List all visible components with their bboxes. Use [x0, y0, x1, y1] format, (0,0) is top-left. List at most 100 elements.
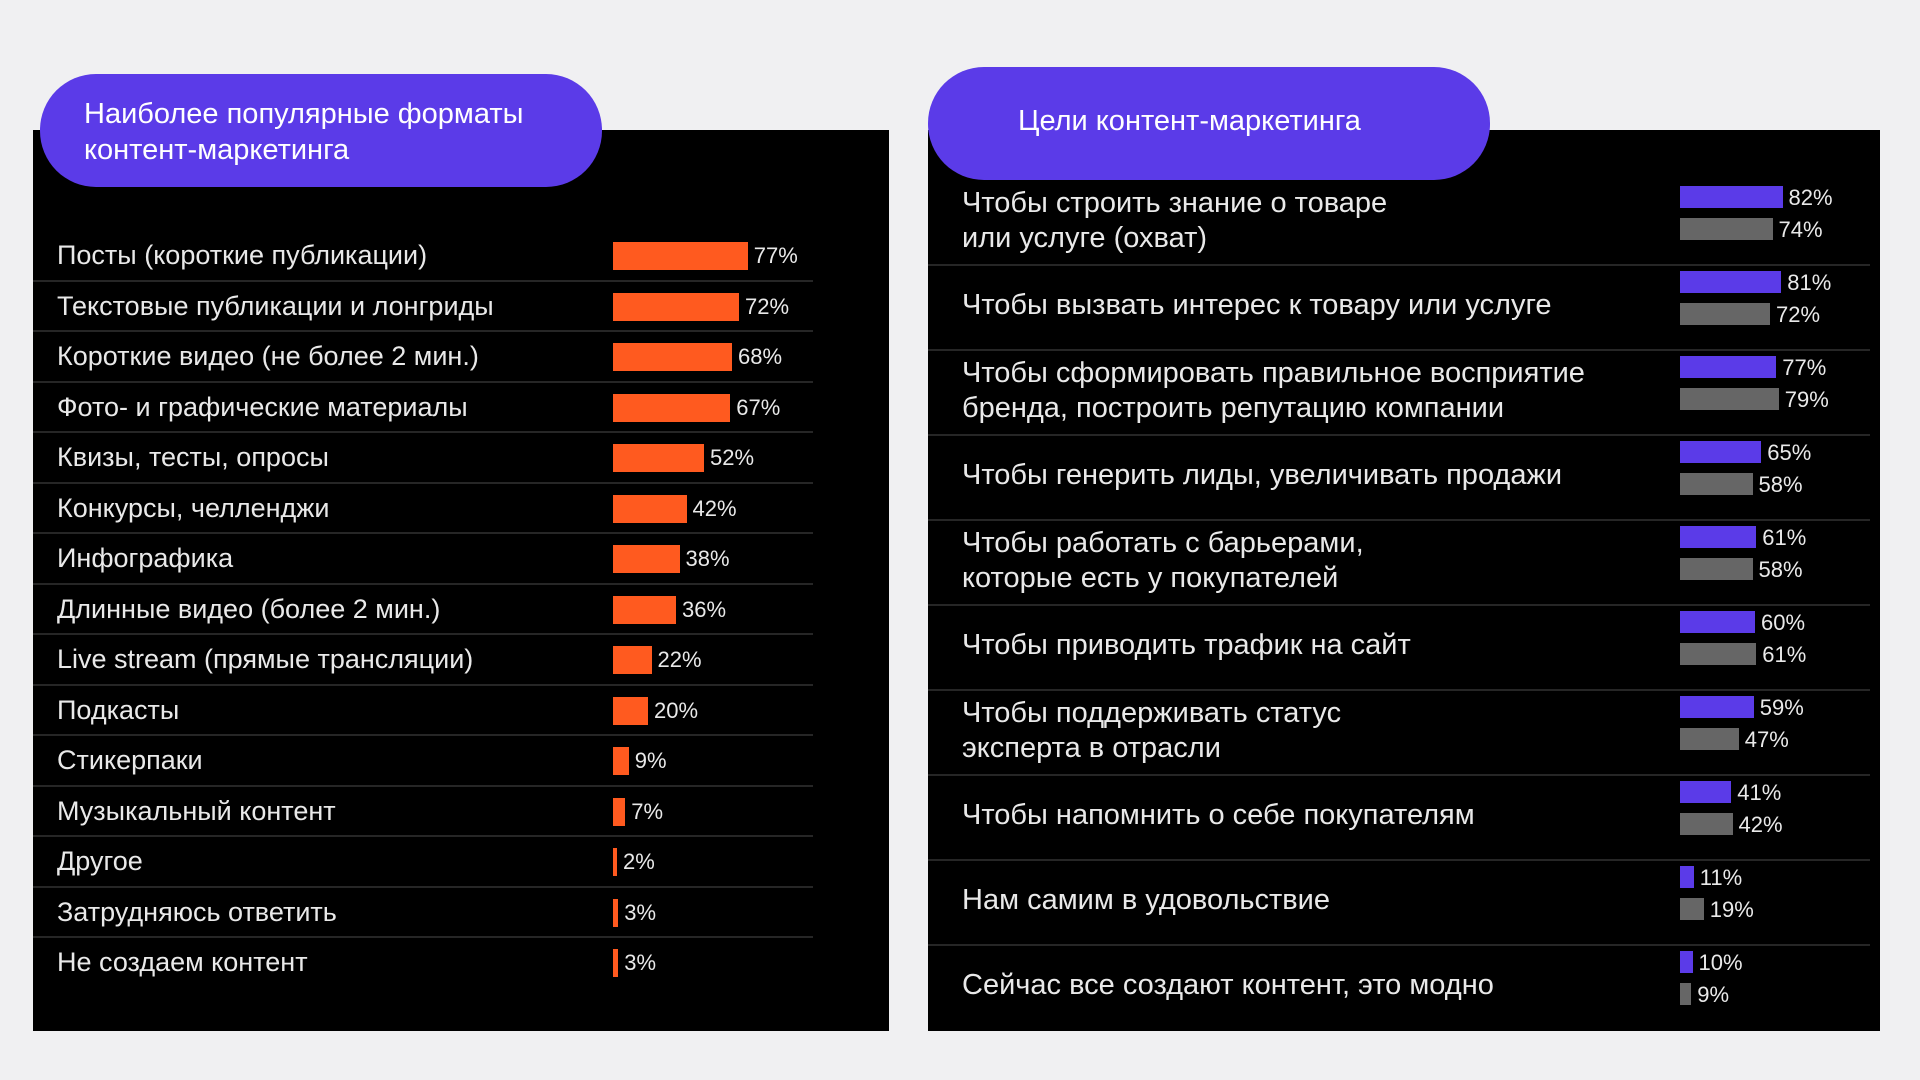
format-value-label: 22%	[657, 647, 702, 672]
row-divider	[928, 604, 1870, 606]
goal-label-line: Чтобы работать с барьерами,	[962, 526, 1364, 559]
goal-bar	[1680, 186, 1783, 208]
format-value-label: 20%	[654, 697, 699, 723]
row-divider	[33, 734, 813, 736]
format-value-label: 3%	[624, 899, 657, 925]
row-divider	[33, 380, 813, 383]
goal-bar	[1680, 303, 1770, 325]
format-value-label: 38%	[685, 546, 730, 571]
goal-bar	[1680, 643, 1757, 665]
goal-bar	[1680, 983, 1692, 1005]
format-value-label: 68%	[738, 344, 783, 369]
goal-bar	[1680, 473, 1753, 495]
format-label: Конкурсы, челленджи	[57, 492, 330, 523]
goal-label-line: Чтобы приводить трафик на сайт	[962, 629, 1411, 661]
goal-bar	[1680, 781, 1732, 803]
row-divider	[33, 279, 813, 282]
format-label: Короткие видео (не более 2 мин.)	[57, 341, 479, 371]
formats-chart-panel: Посты (короткие публикации) 77% Текстовые …	[33, 130, 889, 1031]
goal-label-line: которые есть у покупателей	[962, 561, 1339, 594]
format-value-label: 42%	[692, 495, 737, 521]
format-bar	[613, 595, 676, 624]
format-label: Стикерпаки	[57, 745, 203, 775]
goal-value-label: 61%	[1762, 525, 1807, 550]
format-value-label: 67%	[736, 394, 781, 420]
goal-label-line: Чтобы вызвать интерес к товару или услуг…	[962, 289, 1552, 321]
goal-label-line: Чтобы сформировать правильное восприятие	[962, 356, 1585, 389]
goal-label-line: эксперта в отрасли	[962, 731, 1221, 764]
goals-chart-title: Цели контент-маркетинга	[928, 67, 1490, 180]
row-divider	[33, 885, 813, 888]
goal-value-label: 9%	[1697, 982, 1730, 1007]
goal-label-line: Нам самим в удовольствие	[962, 884, 1330, 916]
goal-value-label: 59%	[1759, 695, 1804, 720]
goal-value-label: 58%	[1758, 472, 1803, 497]
format-value-label: 7%	[631, 798, 664, 824]
row-divider	[33, 582, 813, 585]
goal-label-line: Чтобы поддерживать статус	[962, 696, 1342, 729]
row-divider	[928, 944, 1870, 946]
goal-value-label: 19%	[1709, 897, 1754, 922]
format-bar	[613, 292, 739, 321]
goal-value-label: 77%	[1782, 355, 1827, 380]
row-divider	[33, 784, 813, 787]
format-label: Посты (короткие публикации)	[57, 240, 428, 270]
format-bar	[613, 898, 619, 927]
format-bar	[613, 797, 626, 826]
format-label: Не создаем контент	[57, 947, 308, 977]
format-bar	[613, 646, 652, 674]
goal-bar	[1680, 218, 1773, 240]
row-divider	[928, 774, 1870, 776]
format-value-label: 9%	[634, 748, 667, 773]
goal-value-label: 81%	[1787, 270, 1832, 295]
format-value-label: 77%	[753, 243, 798, 268]
goal-value-label: 60%	[1761, 610, 1806, 635]
format-bar	[613, 848, 617, 876]
goal-value-label: 11%	[1699, 865, 1743, 890]
format-label: Квизы, тесты, опросы	[57, 442, 329, 472]
row-divider	[33, 633, 813, 635]
goal-bar	[1680, 728, 1739, 750]
format-label: Фото- и графические материалы	[57, 391, 468, 422]
goal-label-line: Чтобы генерить лиды, увеличивать продажи	[962, 459, 1563, 491]
format-bar	[613, 393, 731, 422]
goal-value-label: 10%	[1698, 950, 1743, 975]
row-divider	[928, 349, 1870, 351]
format-bar	[613, 696, 648, 725]
row-divider	[928, 264, 1870, 266]
goal-bar	[1680, 813, 1733, 835]
format-value-label: 72%	[745, 293, 790, 319]
row-divider	[928, 859, 1870, 861]
goal-value-label: 42%	[1738, 812, 1783, 837]
formats-title-line-1: Наиболее популярные форматы	[84, 98, 524, 130]
format-bar	[613, 949, 619, 977]
goal-value-label: 82%	[1788, 185, 1833, 210]
goal-bar	[1680, 951, 1693, 973]
goal-bar	[1680, 388, 1779, 410]
goal-bar	[1680, 611, 1755, 633]
format-value-label: 2%	[623, 849, 655, 874]
row-divider	[33, 481, 813, 484]
row-divider	[33, 431, 813, 433]
format-label: Длинные видео (более 2 мин.)	[57, 593, 441, 624]
format-label: Затрудняюсь ответить	[57, 896, 337, 927]
format-bar	[613, 747, 629, 775]
goal-value-label: 65%	[1767, 440, 1812, 465]
format-value-label: 52%	[710, 445, 755, 470]
row-divider	[928, 519, 1870, 521]
row-divider	[33, 835, 813, 837]
goal-value-label: 72%	[1776, 302, 1821, 327]
goal-value-label: 41%	[1737, 780, 1782, 805]
goal-value-label: 61%	[1762, 642, 1807, 667]
goal-value-label: 47%	[1744, 727, 1789, 752]
format-bar	[613, 242, 748, 270]
formats-chart-title: Наиболее популярные форматы контент-марк…	[40, 74, 602, 187]
goal-label-line: бренда, построить репутацию компании	[962, 391, 1505, 424]
format-bar	[613, 494, 687, 523]
format-value-label: 3%	[624, 950, 657, 975]
goal-bar	[1680, 526, 1757, 548]
row-divider	[33, 330, 813, 332]
goal-bar	[1680, 558, 1753, 580]
goals-title: Цели контент-маркетинга	[1018, 105, 1361, 137]
format-label: Live stream (прямые трансляции)	[57, 644, 474, 674]
